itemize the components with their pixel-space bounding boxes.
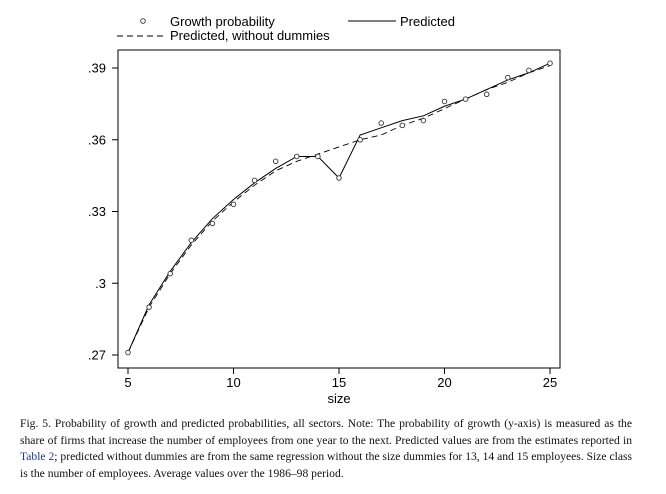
x-tick-label: 20 — [437, 375, 451, 390]
growth-probability-point — [272, 158, 279, 165]
growth-probability-point — [146, 304, 152, 310]
caption-text-1: Fig. 5. Probability of growth and predic… — [20, 417, 632, 447]
growth-probability-point — [526, 67, 532, 74]
growth-probability-point — [483, 91, 490, 98]
growth-probability-point — [547, 60, 553, 66]
legend-label-predicted-without-dummies: Predicted, without dummies — [170, 28, 330, 43]
caption-text-2: ; predicted without dummies are from the… — [20, 450, 633, 480]
legend-label-growth-probability: Growth probability — [170, 14, 275, 29]
chart: Growth probability Predicted Predicted, wi… — [88, 14, 561, 406]
series-layer — [125, 60, 553, 356]
predicted-without-dummies-line — [127, 65, 551, 353]
x-axis-label: size — [327, 391, 350, 406]
growth-probability-point — [357, 136, 363, 143]
growth-probability-point — [420, 117, 427, 124]
growth-probability-point — [399, 122, 406, 129]
growth-probability-point — [315, 153, 321, 160]
growth-probability-point — [125, 349, 131, 356]
legend: Growth probability Predicted Predicted, wi… — [117, 14, 455, 43]
y-tick-label: .39 — [88, 61, 106, 76]
growth-probability-point — [209, 220, 216, 227]
x-tick-label: 15 — [332, 375, 346, 390]
growth-probability-point — [462, 96, 469, 102]
growth-probability-point — [378, 120, 384, 126]
y-tick-label: .27 — [88, 348, 106, 363]
plot-frame — [117, 49, 561, 369]
predicted-line — [127, 62, 551, 353]
growth-probability-point — [336, 175, 342, 181]
legend-marker-circle — [140, 18, 146, 24]
y-tick-label: .3 — [95, 276, 106, 291]
x-tick-label: 10 — [226, 375, 240, 390]
x-tick-label: 5 — [124, 375, 131, 390]
axes: .27 .3 .33 .36 .39 5 10 15 20 25 — [88, 61, 557, 391]
growth-probability-point — [188, 237, 195, 243]
figure-caption: Fig. 5. Probability of growth and predic… — [20, 416, 632, 482]
growth-probability-point — [251, 177, 258, 184]
growth-probability-point — [294, 153, 300, 160]
x-tick-label: 25 — [543, 375, 557, 390]
growth-probability-point — [441, 98, 448, 105]
growth-probability-point — [167, 270, 173, 277]
y-tick-label: .33 — [88, 204, 106, 219]
legend-label-predicted: Predicted — [400, 14, 455, 29]
y-tick-label: .36 — [88, 132, 106, 147]
growth-probability-point — [505, 74, 511, 81]
table-link[interactable]: Table 2 — [20, 450, 55, 463]
growth-probability-point — [230, 201, 237, 208]
